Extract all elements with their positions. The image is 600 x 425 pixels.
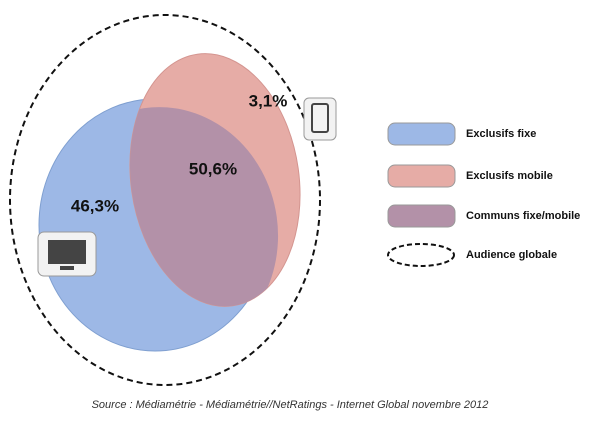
legend-outline: [387, 243, 455, 267]
value-label: 3,1%: [249, 91, 288, 110]
legend-swatch: [387, 122, 456, 146]
value-label: 50,6%: [189, 159, 237, 178]
tablet-icon: [303, 97, 337, 141]
legend: Audience globale Exclusifs fixe Exclusifs…: [387, 122, 580, 267]
legend-label: Exclusifs mobile: [466, 170, 553, 182]
monitor-icon: [37, 231, 97, 277]
legend-swatch: [387, 204, 456, 228]
outer-circle: [9, 14, 321, 386]
legend-label: Communs fixe/mobile: [466, 210, 580, 222]
legend-swatch: [387, 164, 456, 188]
value-label: 46,3%: [71, 196, 119, 215]
venn-regions: [38, 53, 301, 352]
legend-label: Exclusifs fixe: [466, 128, 536, 140]
legend-label: Audience globale: [466, 249, 557, 261]
source: Source : Médiamétrie - Médiamétrie//NetR…: [92, 399, 489, 411]
